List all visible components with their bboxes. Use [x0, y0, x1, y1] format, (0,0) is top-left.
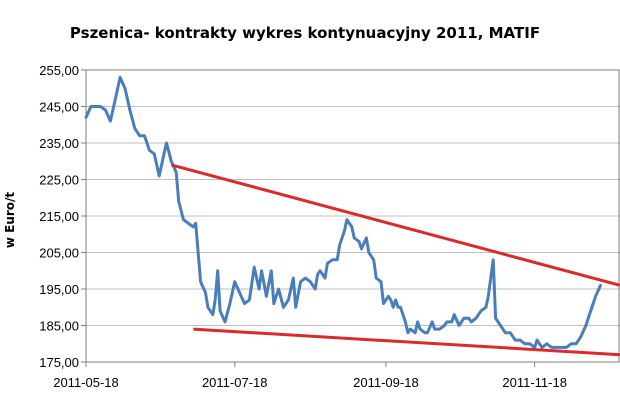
support-trendline: [193, 327, 620, 357]
y-tick-label: 185,00: [39, 319, 79, 334]
y-axis-label: w Euro/t: [3, 192, 17, 249]
trendline-layer: [170, 163, 620, 357]
series-layer: [84, 75, 602, 349]
y-tick-label: 255,00: [39, 63, 79, 78]
x-tick-label: 2011-05-18: [53, 375, 119, 390]
y-axis: 255,00 245,00 235,00 225,00 215,00 205,00 195,…: [39, 63, 86, 370]
y-tick-label: 235,00: [39, 136, 79, 151]
y-tick-label: 225,00: [39, 173, 79, 188]
resistance-trendline: [170, 163, 620, 287]
x-tick-label: 2011-09-18: [353, 375, 419, 390]
x-axis: 2011-05-18 2011-07-18 2011-09-18 2011-11-18: [53, 362, 567, 390]
y-tick-label: 205,00: [39, 246, 79, 261]
x-tick-label: 2011-11-18: [502, 375, 567, 390]
price-series-line: [84, 75, 602, 349]
y-tick-label: 215,00: [39, 209, 79, 224]
chart-title: Pszenica- kontrakty wykres kontynuacyjny…: [70, 24, 540, 42]
y-tick-label: 195,00: [39, 282, 79, 297]
y-tick-label: 245,00: [39, 100, 79, 115]
x-tick-label: 2011-07-18: [202, 375, 268, 390]
y-tick-label: 175,00: [39, 355, 79, 370]
